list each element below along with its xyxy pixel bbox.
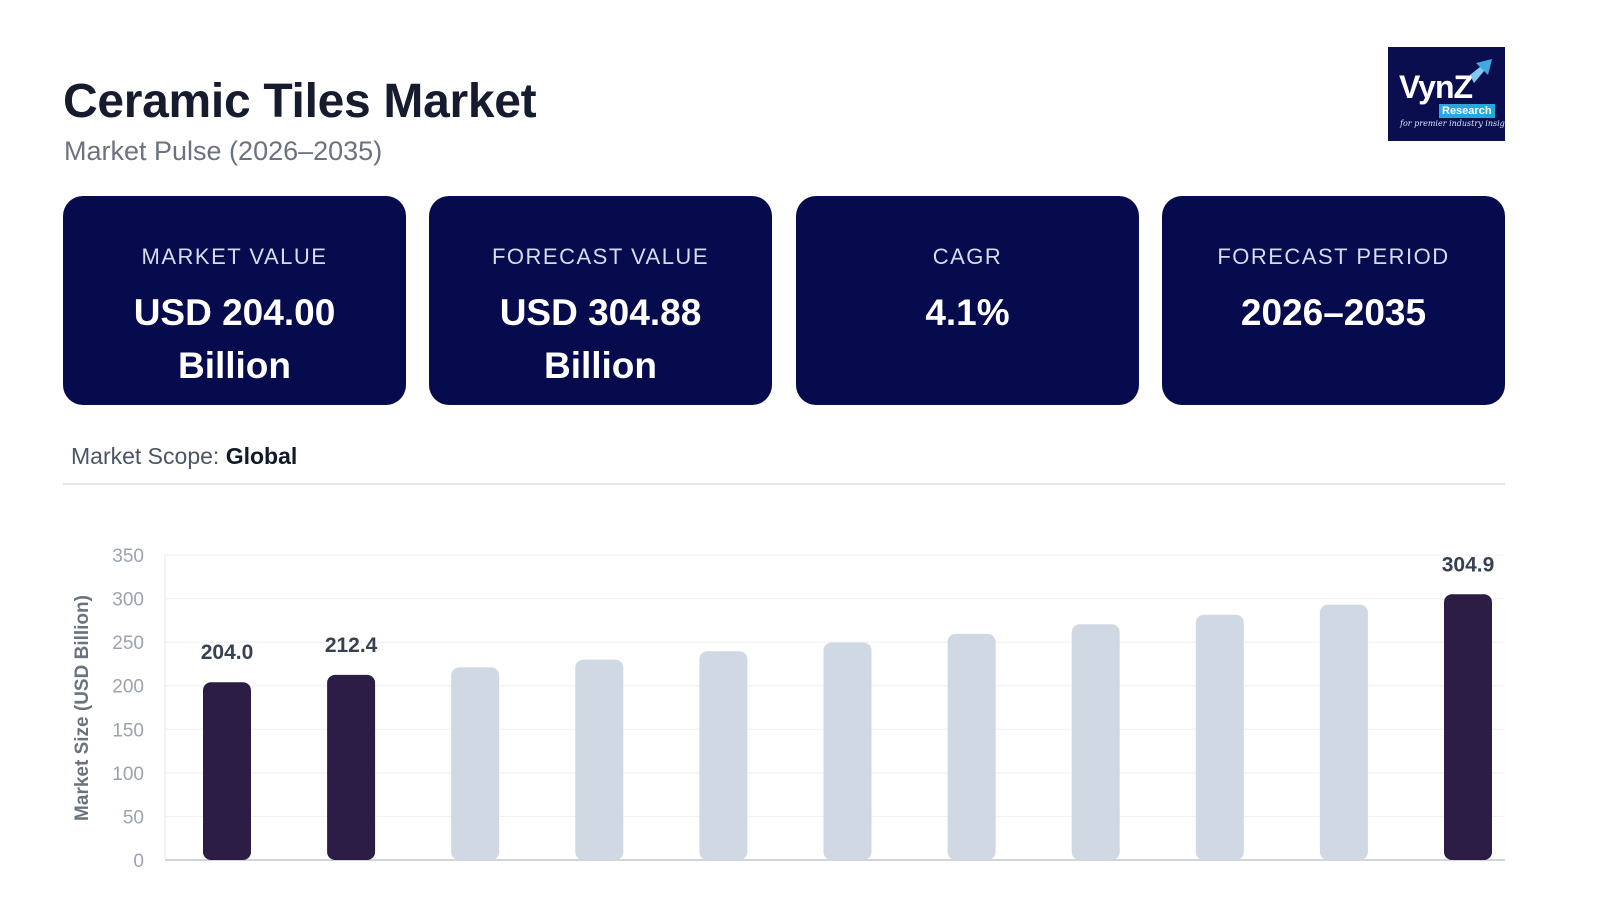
kpi-value: USD 304.88 Billion	[499, 292, 702, 386]
market-scope: Market Scope: Global	[71, 443, 297, 470]
divider	[63, 483, 1505, 485]
page-subtitle: Market Pulse (2026–2035)	[64, 136, 383, 166]
kpi-value: 4.1%	[925, 292, 1010, 333]
arrow-up-right-icon	[1470, 59, 1492, 83]
y-axis-label: Market Size (USD Billion)	[72, 595, 93, 821]
kpi-card-market-value: MARKET VALUE USD 204.00 Billion	[63, 196, 406, 405]
kpi-label: FORECAST VALUE	[491, 244, 709, 269]
page-title: Ceramic Tiles Market	[63, 75, 537, 128]
bars	[203, 594, 1492, 860]
data-label: 204.0	[201, 641, 254, 664]
bar	[327, 674, 376, 860]
y-tick-label: 300	[112, 590, 144, 611]
logo-tagline: for premier industry insights	[1400, 119, 1505, 128]
data-labels: 204.0 212.4 304.9	[201, 553, 1495, 664]
market-scope-value: Global	[225, 443, 298, 469]
y-tick-label: 50	[123, 807, 144, 828]
y-tick-label: 150	[112, 720, 144, 741]
bar	[203, 682, 251, 860]
y-tick-label: 0	[133, 851, 144, 872]
kpi-value: USD 204.00 Billion	[133, 292, 336, 386]
bar	[699, 651, 748, 860]
bar	[1071, 624, 1120, 860]
logo-research-label: Research	[1439, 104, 1495, 118]
bar	[823, 642, 872, 860]
logo-wordmark: VynZ	[1399, 69, 1473, 105]
bar	[947, 633, 996, 860]
kpi-cards: MARKET VALUE USD 204.00 Billion FORECAST…	[63, 196, 1505, 405]
y-tick-label: 100	[112, 764, 144, 785]
bar	[575, 659, 624, 860]
kpi-card-forecast-value: FORECAST VALUE USD 304.88 Billion	[429, 196, 772, 405]
kpi-label: FORECAST PERIOD	[1217, 244, 1450, 269]
market-scope-label: Market Scope:	[71, 443, 220, 469]
kpi-value: 2026–2035	[1240, 292, 1427, 333]
bar	[1195, 614, 1244, 860]
y-tick-label: 200	[112, 677, 144, 698]
y-tick-label: 250	[112, 633, 144, 654]
data-label: 212.4	[325, 634, 378, 657]
y-tick-label: 350	[112, 546, 144, 567]
kpi-label: MARKET VALUE	[141, 244, 328, 269]
bar	[1319, 604, 1368, 860]
brand-logo: VynZ Research for premier industry insig…	[1388, 47, 1505, 141]
bar	[1444, 594, 1492, 860]
bar	[451, 667, 500, 860]
y-axis-ticks: 0 50 100 150 200 250 300 350	[112, 546, 144, 872]
market-size-bar-chart: 0 50 100 150 200 250 300 350 204.0 212.4 304.9 Ma…	[72, 546, 1505, 872]
kpi-card-forecast-period: FORECAST PERIOD 2026–2035	[1162, 196, 1505, 405]
kpi-card-cagr: CAGR 4.1%	[796, 196, 1139, 405]
data-label: 304.9	[1442, 553, 1495, 576]
kpi-label: CAGR	[932, 244, 1003, 269]
